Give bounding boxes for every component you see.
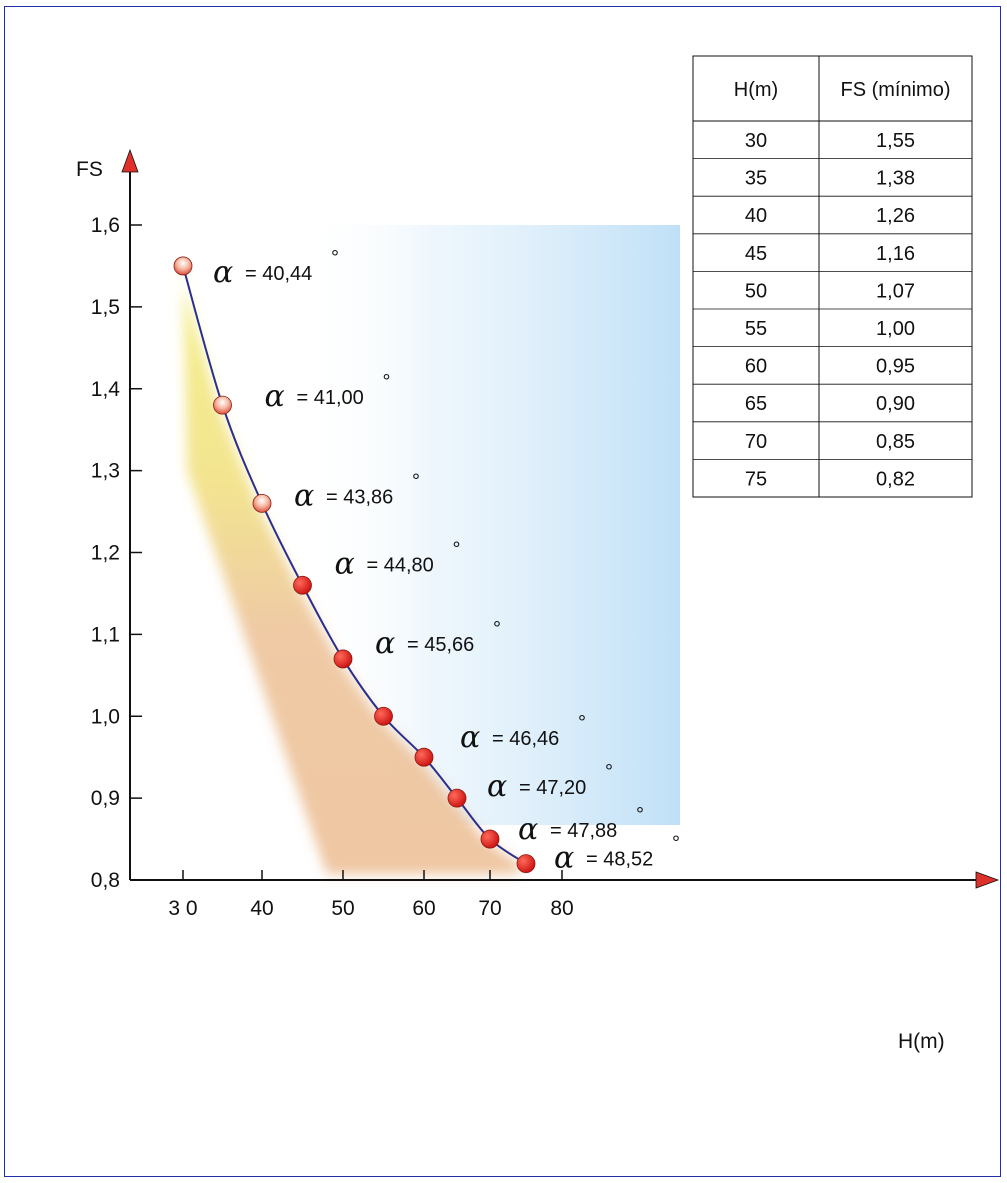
y-tick-label: 1,6 xyxy=(91,214,120,237)
data-point xyxy=(252,493,272,513)
table-cell: 0,95 xyxy=(876,356,915,378)
table-cell: 75 xyxy=(745,468,767,490)
degree-symbol: ° xyxy=(578,712,586,734)
table-cell: 35 xyxy=(745,168,767,190)
alpha-symbol: α xyxy=(460,720,480,755)
table-cell: 65 xyxy=(745,393,767,415)
data-point xyxy=(447,788,467,808)
table-cell: 70 xyxy=(745,431,767,453)
alpha-symbol: α xyxy=(487,769,507,804)
y-tick-label: 0,8 xyxy=(91,869,120,892)
table-cell: 1,55 xyxy=(876,130,915,152)
degree-symbol: ° xyxy=(383,371,391,393)
x-ticks: 3 0 40 50 60 70 80 xyxy=(168,870,574,920)
alpha-label: α = 47,88 ° xyxy=(518,804,644,847)
table-header: FS (mínimo) xyxy=(841,79,951,101)
data-point xyxy=(516,854,536,874)
table-cell: 1,00 xyxy=(876,318,915,340)
table-cell: 0,90 xyxy=(876,393,915,415)
alpha-symbol: α xyxy=(265,379,285,414)
degree-symbol: ° xyxy=(672,833,680,855)
alpha-value: = 46,46 xyxy=(492,728,559,750)
y-tick-label: 1,2 xyxy=(91,542,120,565)
alpha-value: = 40,44 xyxy=(245,263,312,285)
y-axis-arrow xyxy=(121,148,139,173)
alpha-symbol: α xyxy=(294,478,314,513)
table-cell: 60 xyxy=(745,356,767,378)
table-cell: 1,26 xyxy=(876,205,915,227)
table-cell: 0,85 xyxy=(876,431,915,453)
degree-symbol: ° xyxy=(493,618,501,640)
data-point xyxy=(333,649,353,669)
data-point xyxy=(173,256,193,276)
table-cell: 50 xyxy=(745,280,767,302)
table-cell: 40 xyxy=(745,205,767,227)
alpha-symbol: α xyxy=(335,546,355,581)
y-tick-label: 1,5 xyxy=(91,296,120,319)
data-point xyxy=(480,829,500,849)
alpha-value: = 44,80 xyxy=(367,554,434,576)
fs-table: H(m) FS (mínimo) 30 1,55 35 1,38 40 1,26 45 1,16 5… xyxy=(692,55,973,498)
degree-symbol: ° xyxy=(636,804,644,826)
alpha-label: α = 47,20 ° xyxy=(487,761,613,804)
y-axis-title: FS xyxy=(76,158,103,181)
degree-symbol: ° xyxy=(605,761,613,783)
alpha-label: α = 46,46 ° xyxy=(460,712,586,755)
y-tick-label: 1,4 xyxy=(91,378,121,401)
alpha-label: α = 45,66 ° xyxy=(375,618,501,661)
alpha-symbol: α xyxy=(375,626,395,661)
table-cell: 55 xyxy=(745,318,767,340)
table-cell: 1,16 xyxy=(876,243,915,265)
y-tick-label: 1,0 xyxy=(91,705,120,728)
table-cell: 0,82 xyxy=(876,468,915,490)
data-point xyxy=(293,575,312,595)
alpha-value: = 45,66 xyxy=(407,634,474,656)
y-ticks: 0,8 0,9 1,0 1,1 1,2 1,3 1,4 1,5 1,6 xyxy=(91,214,142,892)
table-header: H(m) xyxy=(734,79,778,101)
x-axis xyxy=(130,871,1000,889)
alpha-symbol: α xyxy=(213,255,233,290)
alpha-label: α = 43,86 ° xyxy=(294,470,420,513)
degree-symbol: ° xyxy=(412,470,420,492)
data-points xyxy=(173,256,536,874)
table-cell: 45 xyxy=(745,243,767,265)
warm-shade-shape xyxy=(179,267,522,874)
alpha-value: = 47,20 xyxy=(519,777,586,799)
y-axis xyxy=(121,148,139,880)
alpha-symbol: α xyxy=(554,841,574,876)
data-point xyxy=(374,706,393,726)
alpha-label: α = 44,80 ° xyxy=(335,538,461,581)
table-border xyxy=(692,55,973,498)
alpha-annotations: α = 40,44°α = 41,00°α = 43,86°α = 44,80°α = 4… xyxy=(213,247,680,876)
y-tick-label: 1,3 xyxy=(91,460,120,483)
alpha-label: α = 41,00 ° xyxy=(265,371,391,414)
warm-shade-area xyxy=(179,267,522,874)
x-tick-label: 70 xyxy=(478,897,501,920)
table-cell: 1,38 xyxy=(876,168,915,190)
data-point xyxy=(213,395,232,415)
y-tick-label: 0,9 xyxy=(91,787,120,810)
x-tick-label: 80 xyxy=(550,897,573,920)
table-cell: 1,07 xyxy=(876,280,915,302)
alpha-value: = 47,88 xyxy=(550,820,617,842)
alpha-symbol: α xyxy=(518,812,538,847)
alpha-label: α = 40,44 ° xyxy=(213,247,339,290)
alpha-value: = 48,52 xyxy=(586,849,653,871)
table-cell: 30 xyxy=(745,130,767,152)
x-tick-label: 3 0 xyxy=(168,897,197,920)
x-axis-title: H(m) xyxy=(898,1030,945,1053)
degree-symbol: ° xyxy=(331,247,339,269)
alpha-value: = 43,86 xyxy=(326,486,393,508)
y-tick-label: 1,1 xyxy=(91,623,120,646)
alpha-value: = 41,00 xyxy=(297,387,364,409)
x-tick-label: 60 xyxy=(412,897,435,920)
data-point xyxy=(414,747,434,767)
x-axis-arrow xyxy=(975,871,1000,889)
degree-symbol: ° xyxy=(453,538,461,560)
alpha-label: α = 48,52 ° xyxy=(554,833,680,876)
x-tick-label: 40 xyxy=(250,897,273,920)
x-tick-label: 50 xyxy=(331,897,354,920)
